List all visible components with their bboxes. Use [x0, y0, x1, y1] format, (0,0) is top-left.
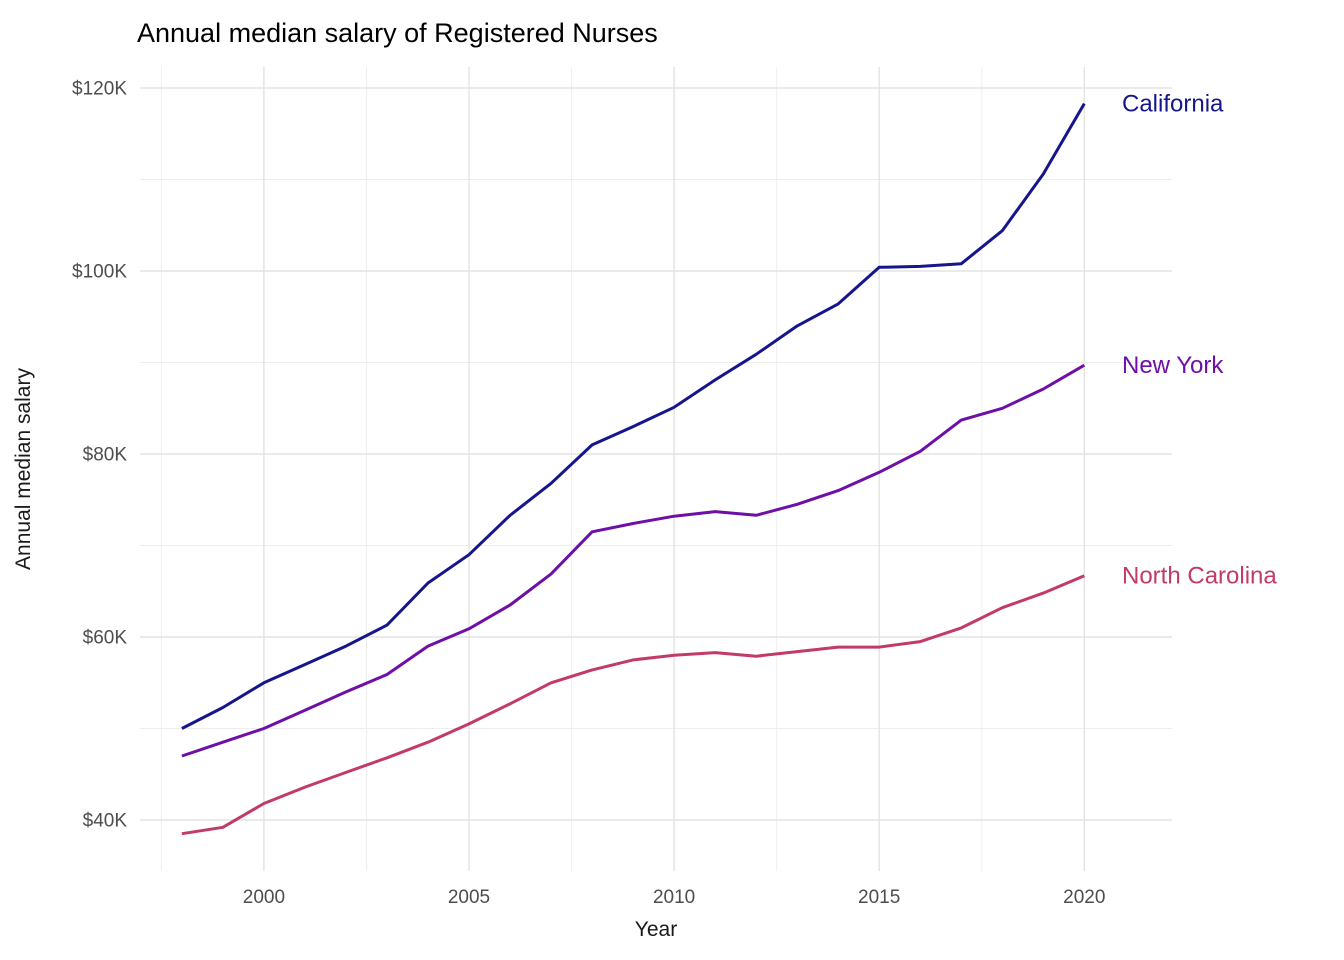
x-tick-label-2010: 2010: [653, 887, 695, 908]
y-tick-label-120: $120K: [72, 79, 127, 100]
series-label-california: California: [1122, 91, 1224, 118]
series-label-north-carolina: North Carolina: [1122, 563, 1277, 590]
y-tick-label-100: $100K: [72, 262, 127, 283]
series-label-new-york: New York: [1122, 352, 1224, 379]
series-line-california: [181, 102, 1086, 730]
gridlines-major: [140, 67, 1172, 871]
x-axis-title: Year: [635, 918, 677, 941]
x-tick-label-2005: 2005: [448, 887, 490, 908]
x-tick-label-2000: 2000: [243, 887, 285, 908]
y-axis-title: Annual median salary: [12, 368, 35, 570]
x-axis-tick-labels: 2000 2005 2010 2015 2020: [243, 887, 1106, 908]
x-tick-label-2020: 2020: [1063, 887, 1105, 908]
y-tick-label-60: $60K: [83, 628, 128, 649]
gridlines-minor: [140, 67, 1172, 871]
y-tick-label-40: $40K: [83, 811, 128, 832]
chart-title: Annual median salary of Registered Nurse…: [137, 18, 658, 48]
series-line-north-carolina: [181, 574, 1085, 836]
y-tick-label-80: $80K: [83, 445, 128, 466]
series-direct-labels: California New York North Carolina: [1122, 91, 1277, 590]
series-line-new-york: [181, 363, 1086, 758]
y-axis-tick-labels: $40K $60K $80K $100K $120K: [72, 79, 127, 832]
series-lines: [181, 102, 1086, 836]
x-tick-label-2015: 2015: [858, 887, 900, 908]
